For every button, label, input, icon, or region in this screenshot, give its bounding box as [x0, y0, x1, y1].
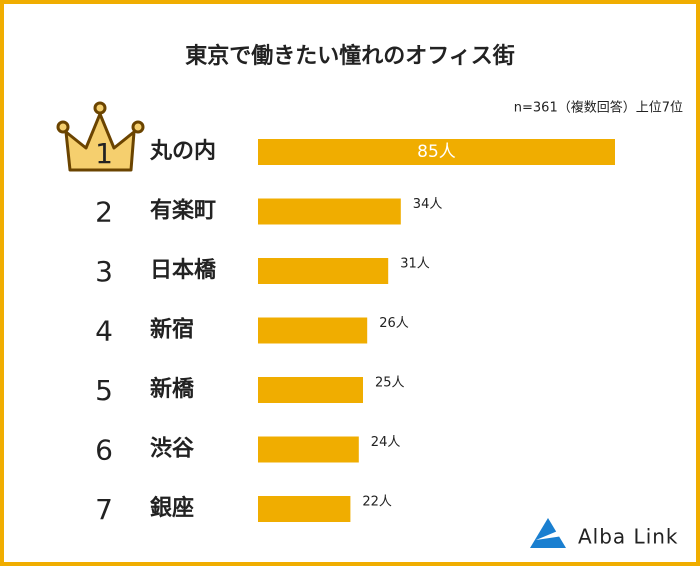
category-label: 銀座: [150, 495, 194, 521]
logo-text: Alba Link: [578, 525, 679, 549]
value-label: 24人: [371, 435, 401, 450]
crown-ball: [93, 101, 107, 115]
logo-icon: [530, 518, 566, 548]
category-label: 新宿: [150, 317, 194, 343]
bar: [258, 377, 363, 403]
bar: [258, 198, 401, 225]
category-label: 日本橋: [150, 258, 217, 283]
rank: 5: [95, 374, 113, 407]
value-label: 85人: [417, 142, 456, 162]
category-label: 新橋: [150, 376, 195, 402]
bar: [258, 436, 359, 463]
category-label: 渋谷: [150, 436, 195, 462]
category-label: 有楽町: [150, 198, 216, 224]
crown-ball: [131, 120, 145, 134]
value-label: 31人: [400, 257, 430, 272]
rank: 7: [95, 493, 113, 526]
logo-icon-stripe: [536, 530, 563, 540]
value-label: 34人: [413, 197, 443, 212]
rank: 4: [95, 315, 113, 348]
bar: [258, 258, 389, 284]
subtitle: n=361（複数回答）上位7位: [514, 100, 683, 116]
rank: 6: [95, 434, 113, 467]
crown: [56, 101, 145, 172]
value-label: 22人: [362, 495, 392, 510]
logo: Alba Link: [530, 518, 679, 549]
bar: [258, 317, 368, 344]
crown-ball: [56, 120, 70, 134]
value-label: 26人: [379, 316, 409, 331]
rank: 2: [95, 196, 113, 229]
rank: 1: [95, 137, 113, 170]
bar: [258, 496, 351, 522]
value-label: 25人: [375, 376, 405, 391]
bar: [258, 139, 615, 165]
chart-title: 東京で働きたい憧れのオフィス街: [185, 43, 515, 69]
rank: 3: [95, 255, 113, 288]
category-label: 丸の内: [149, 139, 216, 164]
crown-body: [64, 112, 136, 172]
